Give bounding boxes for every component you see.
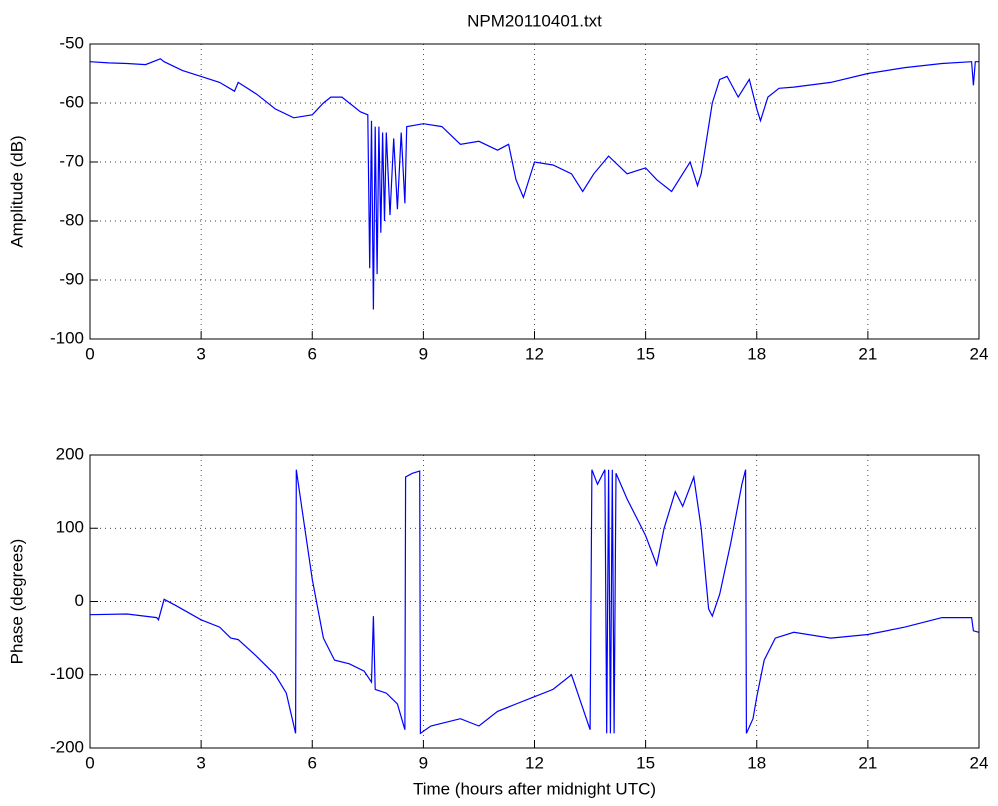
- x-tick-label: 9: [419, 344, 428, 363]
- x-tick-label: 0: [85, 753, 94, 772]
- y-tick-label: -100: [50, 664, 84, 683]
- chart-title: NPM20110401.txt: [467, 11, 602, 30]
- y-tick-label: 0: [75, 591, 84, 610]
- data-line: [89, 469, 980, 735]
- x-tick-label: 21: [858, 753, 877, 772]
- y-tick-label: -100: [50, 328, 84, 347]
- y-tick-label: -60: [59, 92, 84, 111]
- x-tick-label: 24: [970, 753, 989, 772]
- y-tick-label: -200: [50, 737, 84, 756]
- x-tick-label: 0: [85, 344, 94, 363]
- axes-box: [89, 454, 980, 749]
- x-tick-label: 15: [636, 753, 655, 772]
- x-tick-label: 3: [196, 753, 205, 772]
- x-tick-label: 21: [858, 344, 877, 363]
- x-axis-label: Time (hours after midnight UTC): [413, 779, 656, 798]
- x-tick-label: 3: [196, 344, 205, 363]
- y-axis-label: Amplitude (dB): [7, 135, 26, 247]
- x-tick-label: 24: [970, 344, 989, 363]
- y-tick-label: -70: [59, 151, 84, 170]
- x-tick-label: 6: [308, 753, 317, 772]
- x-tick-label: 12: [525, 753, 544, 772]
- x-tick-label: 9: [419, 753, 428, 772]
- x-tick-label: 12: [525, 344, 544, 363]
- x-tick-label: 6: [308, 344, 317, 363]
- y-tick-label: -80: [59, 210, 84, 229]
- y-tick-label: 200: [56, 444, 84, 463]
- y-tick-label: 100: [56, 518, 84, 537]
- y-tick-label: -90: [59, 269, 84, 288]
- x-tick-label: 18: [747, 753, 766, 772]
- x-tick-label: 15: [636, 344, 655, 363]
- data-line: [89, 58, 979, 310]
- axes-box: [89, 43, 980, 340]
- y-tick-label: -50: [59, 33, 84, 52]
- y-axis-label: Phase (degrees): [7, 539, 26, 665]
- x-tick-label: 18: [747, 344, 766, 363]
